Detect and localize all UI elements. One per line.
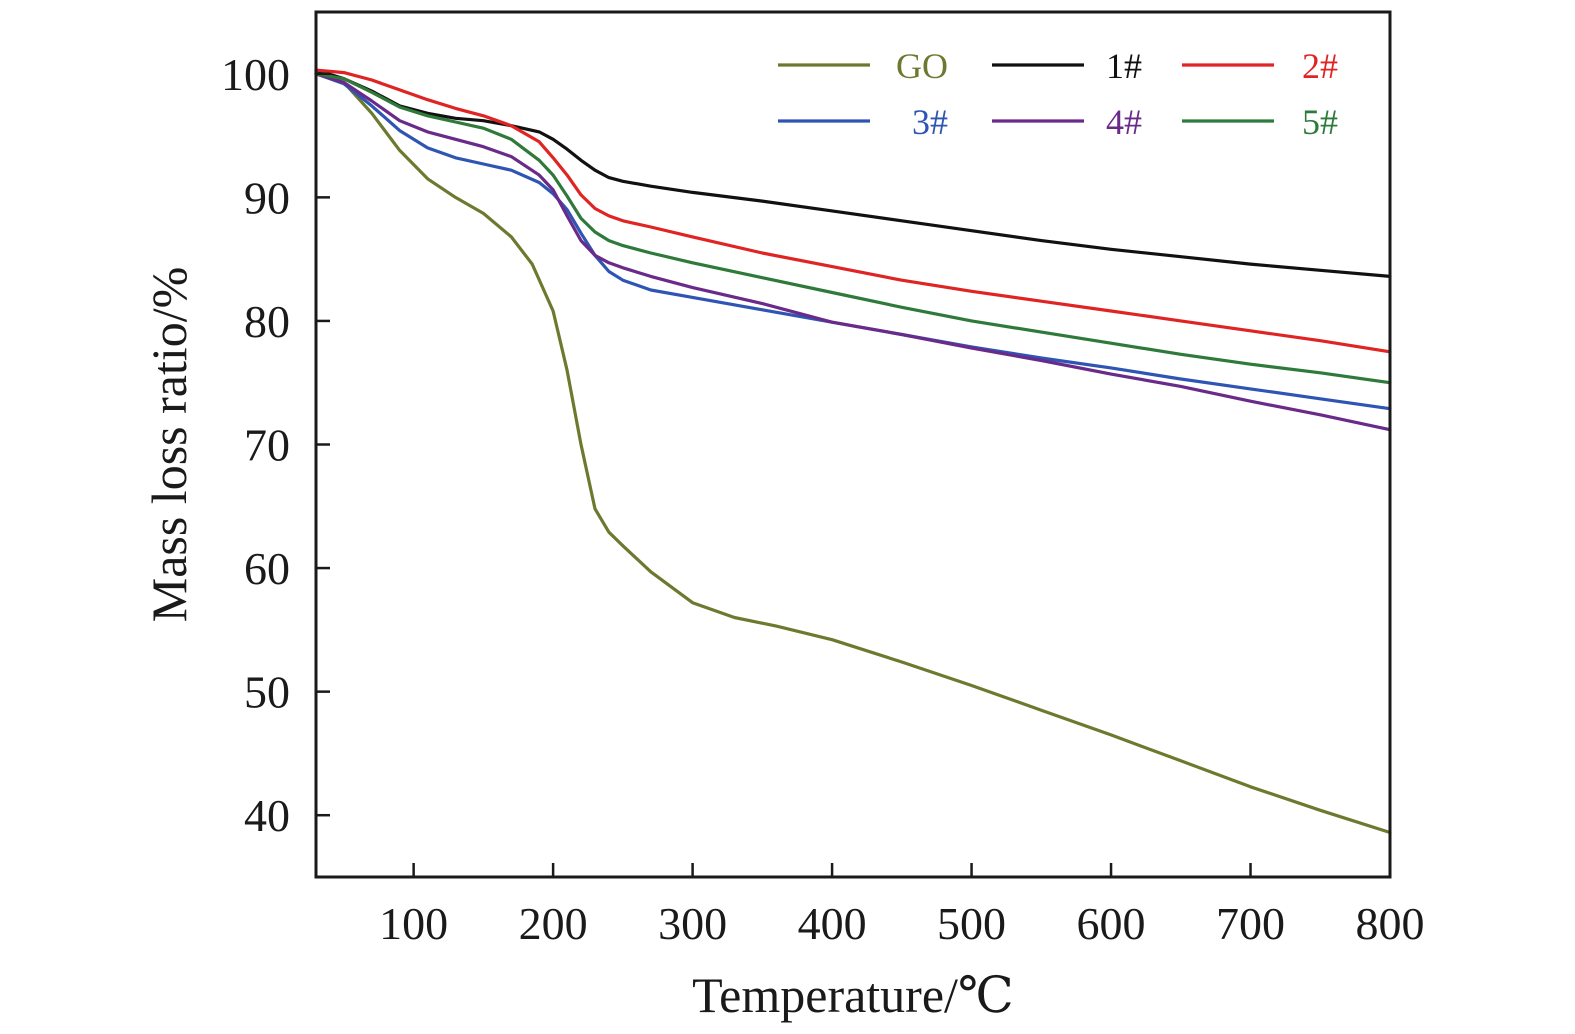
x-tick-label: 800 (1356, 898, 1425, 949)
legend-label: 3# (912, 102, 948, 142)
x-tick-label: 700 (1216, 898, 1285, 949)
tick-layer: 100 200 300 400 500 600 700 800 40 50 60 70 80 90 100 (221, 49, 1425, 949)
x-tick-label: 100 (379, 898, 448, 949)
legend-label: GO (896, 46, 948, 86)
x-tick-label: 500 (937, 898, 1006, 949)
series-line-GO (314, 72, 1392, 835)
x-axis-title: Temperature/℃ (692, 967, 1014, 1023)
legend-label: 4# (1106, 102, 1142, 142)
y-tick-label: 60 (244, 543, 290, 594)
x-tick-label: 300 (658, 898, 727, 949)
legend-label: 5# (1302, 102, 1338, 142)
series-line-3# (314, 72, 1392, 411)
series-line-2# (314, 68, 1392, 354)
y-tick-label: 100 (221, 49, 290, 100)
y-tick-label: 80 (244, 296, 290, 347)
y-tick-label: 70 (244, 420, 290, 471)
legend: GO 1# 2# 3# 4# 5# (778, 46, 1338, 142)
series-layer (314, 68, 1392, 835)
series-line-5# (314, 72, 1392, 385)
y-tick-label: 90 (244, 172, 290, 223)
plot-frame (314, 10, 1392, 879)
y-axis-title: Mass loss ratio/% (141, 267, 197, 623)
y-tick-label: 40 (244, 790, 290, 841)
series-line-1# (314, 68, 1392, 278)
series-line-4# (314, 72, 1392, 432)
legend-label: 1# (1106, 46, 1142, 86)
y-tick-label: 50 (244, 667, 290, 718)
legend-label: 2# (1302, 46, 1338, 86)
x-tick-label: 200 (519, 898, 588, 949)
x-tick-label: 600 (1077, 898, 1146, 949)
x-tick-label: 400 (798, 898, 867, 949)
